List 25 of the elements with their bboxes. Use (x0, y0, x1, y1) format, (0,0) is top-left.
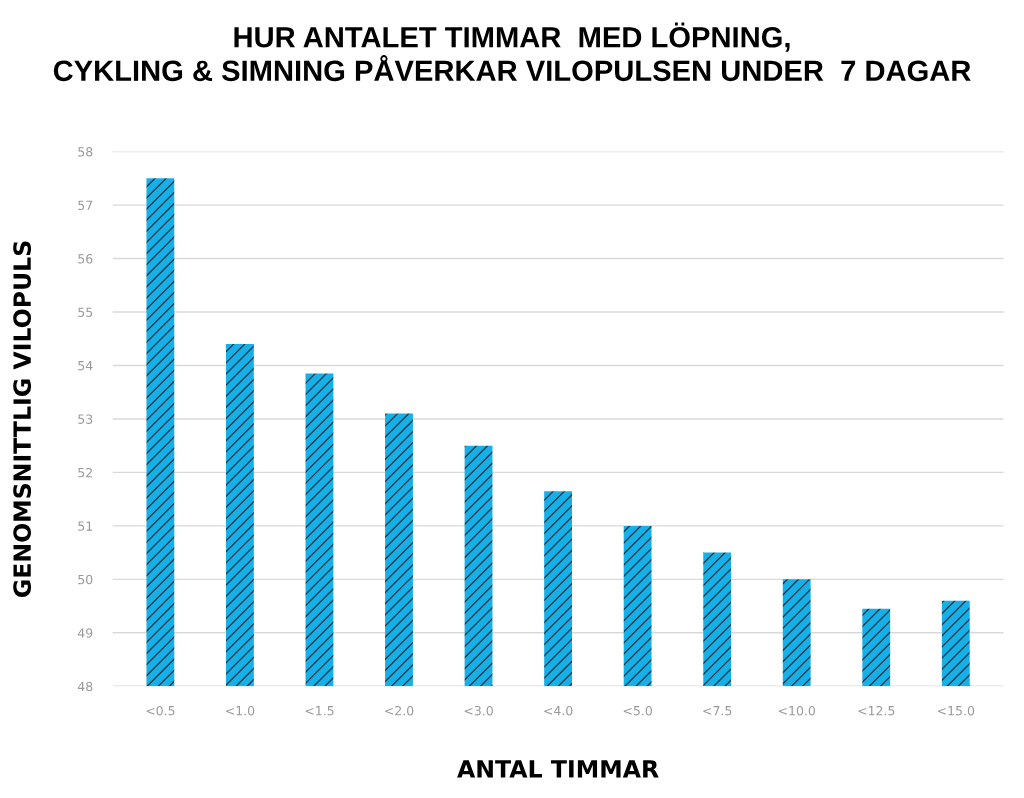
x-tick-label: <15.0 (937, 705, 975, 716)
y-tick-label: 53 (78, 414, 93, 424)
y-tick-label: 55 (78, 307, 93, 317)
y-tick-label: 49 (77, 628, 93, 638)
x-tick-label: <1.0 (226, 705, 255, 716)
x-tick-label: <1.5 (305, 706, 334, 716)
y-axis-title: GENOMSNITTLIG VILOPULS (13, 241, 32, 597)
x-tick-label: <10.0 (778, 705, 816, 716)
y-tick-label: 57 (78, 200, 93, 211)
y-tick-label: 48 (77, 681, 93, 692)
x-tick-label: <4.0 (544, 705, 573, 716)
x-tick-label: <2.0 (385, 705, 414, 716)
y-tick-label: 50 (78, 574, 93, 585)
y-tick-label: 54 (78, 361, 93, 371)
x-tick-label: <0.5 (146, 705, 175, 716)
y-tick-label: 51 (78, 521, 93, 531)
x-tick-label: <5.0 (623, 705, 652, 716)
y-tick-label: 52 (78, 467, 92, 478)
y-tick-label: 58 (78, 147, 93, 157)
x-axis-title: ANTAL TIMMAR (457, 760, 659, 778)
y-tick-label: 56 (78, 254, 93, 264)
x-tick-label: <12.5 (858, 705, 895, 716)
x-tick-label: <3.0 (464, 705, 493, 716)
chart-title: HUR ANTALET TIMMAR MED LÖPNING, CYKLING & SIMNING PÅVERKAR VILOPULSEN UNDER 7 DAGAR (53, 22, 971, 82)
x-tick-label: <7.5 (703, 706, 732, 716)
